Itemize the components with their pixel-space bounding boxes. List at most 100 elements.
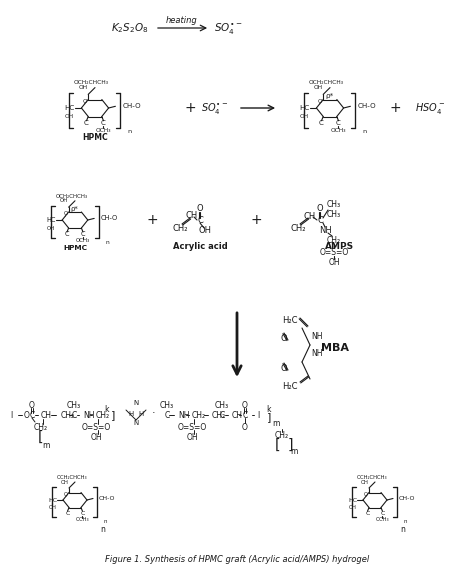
Text: OCH₃: OCH₃: [96, 127, 111, 133]
Text: m: m: [42, 440, 50, 450]
Text: HC: HC: [300, 105, 310, 111]
Text: [: [: [38, 430, 44, 444]
Text: C: C: [29, 410, 35, 419]
Text: CH₂: CH₂: [96, 410, 110, 419]
Text: OCH₂CHCH₃: OCH₂CHCH₃: [55, 193, 88, 199]
Text: HC: HC: [348, 497, 357, 502]
Text: HC: HC: [64, 105, 74, 111]
Text: n: n: [100, 526, 105, 534]
Text: C: C: [81, 232, 85, 237]
Text: +: +: [184, 101, 196, 115]
Text: H₂C: H₂C: [282, 381, 298, 390]
Text: [: [: [275, 438, 281, 452]
Text: CH-O: CH-O: [99, 496, 116, 501]
Text: C: C: [101, 120, 106, 126]
Text: ρ*: ρ*: [325, 93, 333, 99]
Text: n: n: [362, 129, 366, 134]
Text: HPMC: HPMC: [82, 133, 108, 142]
Text: O: O: [197, 204, 203, 212]
Text: ]: ]: [111, 410, 115, 420]
Text: CH₂: CH₂: [192, 410, 206, 419]
Text: C: C: [164, 410, 170, 419]
Text: n: n: [128, 129, 131, 134]
Text: C: C: [365, 511, 370, 516]
Text: ·: ·: [152, 408, 156, 418]
Text: CH₂: CH₂: [327, 236, 341, 245]
Text: n: n: [400, 526, 405, 534]
Text: C: C: [80, 511, 85, 516]
Text: OH: OH: [65, 114, 74, 119]
Text: HC: HC: [46, 217, 56, 223]
Text: OCH₃: OCH₃: [76, 238, 90, 244]
Text: $SO_4^{\bullet-}$: $SO_4^{\bullet-}$: [214, 20, 242, 35]
Text: CH: CH: [41, 410, 52, 419]
Text: CH₂: CH₂: [61, 410, 75, 419]
Text: C: C: [197, 216, 203, 225]
Text: I: I: [257, 410, 259, 419]
Text: O: O: [242, 423, 248, 431]
Text: OCH₂CHCH₃: OCH₂CHCH₃: [309, 80, 344, 85]
Text: OH: OH: [90, 432, 102, 442]
Text: +: +: [389, 101, 401, 115]
Text: N: N: [133, 400, 138, 406]
Text: OH: OH: [60, 199, 68, 203]
Text: H: H: [138, 411, 144, 417]
Text: +: +: [146, 213, 158, 227]
Text: O: O: [318, 98, 322, 104]
Text: CH₃: CH₃: [327, 200, 341, 208]
Text: OH: OH: [328, 258, 340, 266]
Text: O: O: [242, 401, 248, 410]
Text: Figure 1. Synthesis of HPMC graft (Acrylic acid/AMPS) hydrogel: Figure 1. Synthesis of HPMC graft (Acryl…: [105, 555, 369, 564]
Text: NH: NH: [178, 410, 190, 419]
Text: HPMC: HPMC: [63, 245, 87, 251]
Text: O=S=O: O=S=O: [82, 423, 110, 431]
Text: C: C: [72, 410, 77, 419]
Text: OH: OH: [47, 225, 55, 230]
Text: ]: ]: [267, 412, 271, 422]
Text: OCH₂CHCH₃: OCH₂CHCH₃: [74, 80, 109, 85]
Text: OH: OH: [300, 114, 309, 119]
Text: O: O: [29, 401, 35, 410]
Text: k: k: [105, 405, 109, 414]
Text: C: C: [84, 120, 89, 126]
Text: O: O: [364, 492, 368, 497]
Text: CH-O: CH-O: [399, 496, 416, 501]
Text: O: O: [24, 410, 30, 419]
Text: O: O: [63, 211, 67, 216]
Text: NH: NH: [83, 410, 94, 419]
Text: Acrylic acid: Acrylic acid: [173, 241, 228, 250]
Text: OCH₂CHCH₃: OCH₂CHCH₃: [357, 475, 387, 480]
Text: O: O: [82, 98, 87, 104]
Text: OH: OH: [79, 85, 88, 90]
Text: CH₃: CH₃: [67, 401, 81, 410]
Text: NH: NH: [311, 332, 322, 341]
Text: C: C: [64, 232, 69, 237]
Text: CH-O: CH-O: [357, 104, 376, 109]
Text: C: C: [65, 511, 70, 516]
Text: CH: CH: [304, 212, 316, 221]
Text: MBA: MBA: [321, 343, 349, 353]
Text: CH₃: CH₃: [160, 401, 174, 410]
Text: CH₃: CH₃: [327, 209, 341, 218]
Text: $K_2S_2O_8$: $K_2S_2O_8$: [111, 21, 149, 35]
Text: OCH₃: OCH₃: [376, 517, 389, 522]
Text: C: C: [242, 410, 247, 419]
Text: n: n: [105, 240, 109, 245]
Text: CH: CH: [186, 211, 198, 220]
Text: AMPS: AMPS: [325, 241, 354, 250]
Text: O: O: [281, 364, 287, 373]
Text: H₂C: H₂C: [282, 315, 298, 324]
Text: ]: ]: [287, 438, 293, 452]
Text: CH-O: CH-O: [122, 104, 141, 109]
Text: O=S=O: O=S=O: [177, 423, 207, 431]
Text: OCH₃: OCH₃: [76, 517, 89, 522]
Text: O: O: [64, 492, 68, 497]
Text: OH: OH: [199, 225, 211, 234]
Text: OH: OH: [61, 480, 68, 484]
Text: k: k: [267, 405, 271, 414]
Text: C: C: [336, 120, 341, 126]
Text: H: H: [128, 411, 134, 417]
Text: OH: OH: [48, 505, 56, 510]
Text: n: n: [403, 519, 407, 523]
Text: C: C: [317, 216, 323, 225]
